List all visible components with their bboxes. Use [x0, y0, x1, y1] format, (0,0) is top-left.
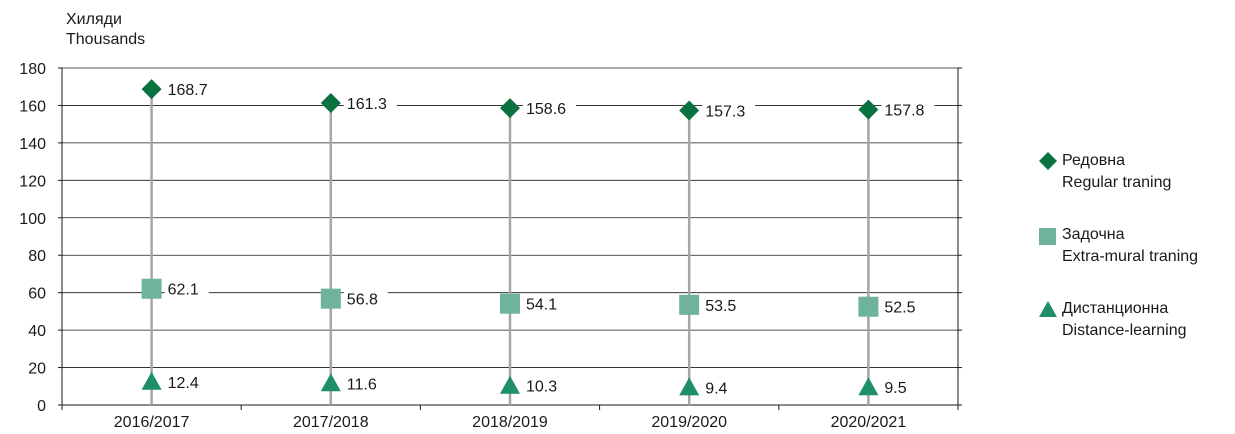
point-regular: [141, 79, 162, 100]
point-extramural: [500, 293, 520, 314]
y-tick-label: 180: [19, 61, 46, 78]
data-label: 10.3: [526, 379, 557, 396]
data-label: 9.5: [884, 380, 906, 397]
data-label-bg: [343, 374, 388, 395]
x-tick-label: 2018/2019: [472, 414, 548, 431]
point-distance: [141, 371, 162, 390]
diamond-icon: [1039, 152, 1057, 170]
data-label-bg: [702, 295, 747, 316]
point-regular: [858, 99, 879, 120]
y-tick-label: 100: [19, 211, 46, 228]
data-label-bg: [881, 297, 926, 318]
data-label-bg: [343, 289, 388, 310]
point-distance: [500, 375, 520, 394]
point-extramural: [679, 294, 700, 315]
data-label-bg: [881, 378, 917, 399]
y-tick-label: 0: [37, 398, 46, 415]
data-label: 56.8: [347, 292, 378, 309]
y-tick-label: 60: [28, 286, 46, 303]
data-label-bg: [523, 294, 567, 315]
data-label-bg: [164, 80, 218, 101]
data-label: 62.1: [168, 282, 199, 299]
point-extramural: [858, 296, 879, 317]
data-label: 157.3: [705, 103, 745, 120]
data-label-bg: [164, 279, 209, 300]
x-tick-label: 2019/2020: [651, 414, 727, 431]
y-tick-label: 120: [19, 173, 46, 190]
y-unit-en: Thousands: [66, 31, 146, 48]
legend-label-en: Extra-mural traning: [1062, 248, 1199, 265]
data-label: 161.3: [347, 96, 387, 113]
x-tick-label: 2020/2021: [831, 414, 907, 431]
x-tick-label: 2016/2017: [114, 414, 190, 431]
point-regular: [679, 100, 700, 121]
x-tick-label: 2017/2018: [293, 414, 369, 431]
data-label-bg: [702, 101, 756, 122]
data-label: 54.1: [526, 297, 557, 314]
y-tick-label: 160: [19, 98, 46, 115]
legend-label-bg: Дистанционна: [1062, 300, 1169, 317]
data-label: 9.4: [705, 380, 727, 397]
data-label: 11.6: [347, 376, 377, 393]
legend-label-en: Distance-learning: [1062, 322, 1187, 339]
point-regular: [320, 93, 341, 114]
y-tick-label: 40: [28, 323, 46, 340]
data-label: 12.4: [168, 375, 199, 392]
y-tick-label: 140: [19, 136, 46, 153]
point-extramural: [320, 288, 341, 309]
data-label-bg: [702, 378, 738, 399]
data-label-bg: [343, 94, 397, 115]
data-label-bg: [523, 99, 576, 120]
data-label: 157.8: [884, 103, 924, 120]
square-icon: [1039, 228, 1056, 245]
data-label: 52.5: [884, 300, 915, 317]
legend-label-bg: Задочна: [1062, 226, 1125, 243]
legend-label-en: Regular traning: [1062, 174, 1172, 191]
legend-label-bg: Редовна: [1062, 152, 1125, 169]
y-unit-bg: Хиляди: [66, 11, 122, 28]
point-distance: [320, 373, 341, 392]
triangle-icon: [1039, 301, 1057, 317]
y-axis-unit-label: Хиляди Thousands: [66, 10, 145, 50]
data-label: 158.6: [526, 101, 566, 118]
data-label-bg: [523, 376, 567, 397]
data-label: 168.7: [168, 82, 208, 99]
point-extramural: [141, 278, 162, 299]
y-tick-label: 20: [28, 361, 46, 378]
y-tick-label: 80: [28, 248, 46, 265]
point-regular: [500, 98, 520, 119]
data-label: 53.5: [705, 298, 736, 315]
point-distance: [679, 377, 700, 396]
data-label-bg: [881, 100, 935, 121]
point-distance: [858, 377, 879, 396]
data-label-bg: [164, 372, 209, 393]
